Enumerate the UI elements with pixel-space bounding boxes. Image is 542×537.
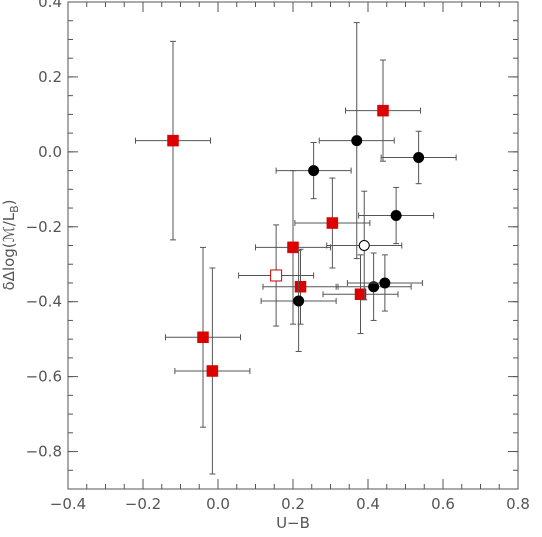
y-axis-label: δΔlog(ℳ/LB) (0, 199, 21, 290)
data-point-filled-circle (380, 130, 457, 185)
y-axis-label-close: ) (0, 199, 18, 205)
data-point-filled-square (174, 267, 251, 475)
circle-marker (413, 151, 425, 163)
data-point-filled-square (345, 59, 421, 162)
circle-marker (293, 295, 305, 307)
data-point-filled-circle (335, 252, 412, 321)
data-point-filled-square (294, 177, 371, 269)
y-tick-label: 0.2 (38, 68, 62, 86)
square-marker (197, 331, 209, 344)
x-tick-label: 0.6 (431, 495, 455, 513)
square-marker (167, 134, 179, 147)
square-marker (377, 104, 389, 117)
x-tick-label: 0.8 (506, 495, 530, 513)
x-tick-label: −0.2 (125, 495, 161, 513)
y-tick-label: −0.6 (26, 368, 62, 386)
x-axis-label: U−B (276, 514, 310, 532)
square-marker (326, 217, 339, 229)
square-marker (294, 280, 307, 293)
circle-marker (379, 277, 391, 289)
y-tick-label: 0.0 (38, 143, 62, 161)
data-marks (135, 22, 457, 475)
open-circle-marker (358, 240, 370, 251)
data-point-open-circle (326, 190, 403, 301)
circle-marker (308, 165, 320, 177)
data-point-filled-circle (260, 249, 337, 353)
x-tick-label: 0.2 (281, 495, 305, 513)
y-axis-label-subscript: B (8, 205, 21, 213)
data-point-filled-circle (346, 254, 423, 312)
data-point-filled-square (165, 246, 241, 428)
square-marker (206, 365, 219, 377)
y-tick-label: 0.4 (38, 0, 62, 11)
data-point-filled-square (262, 248, 339, 325)
y-axis-ticks: −0.8 −0.6 −0.4 −0.2 0.0 0.2 0.4 (26, 0, 518, 490)
open-square-marker (270, 269, 283, 282)
y-axis-label-main: δΔlog(ℳ/L (0, 212, 18, 290)
circle-marker (390, 210, 402, 222)
data-point-filled-square (322, 254, 399, 335)
y-tick-label: −0.2 (26, 218, 62, 236)
data-point-open-square (238, 224, 315, 327)
data-point-filled-circle (318, 22, 395, 260)
x-axis-ticks: −0.4 −0.2 0.0 0.2 0.4 0.6 0.8 (50, 2, 530, 513)
square-marker (287, 241, 299, 254)
y-tick-label: −0.4 (26, 293, 62, 311)
data-point-filled-circle (275, 141, 352, 200)
data-point-filled-square (135, 40, 211, 241)
square-marker (354, 288, 367, 300)
circle-marker (368, 281, 380, 293)
data-point-filled-circle (358, 186, 435, 245)
y-tick-label: −0.8 (26, 443, 62, 461)
x-tick-label: 0.0 (206, 495, 230, 513)
x-tick-label: −0.4 (50, 495, 86, 513)
data-point-filled-square (255, 170, 331, 325)
x-tick-label: 0.4 (356, 495, 380, 513)
circle-marker (351, 135, 363, 147)
